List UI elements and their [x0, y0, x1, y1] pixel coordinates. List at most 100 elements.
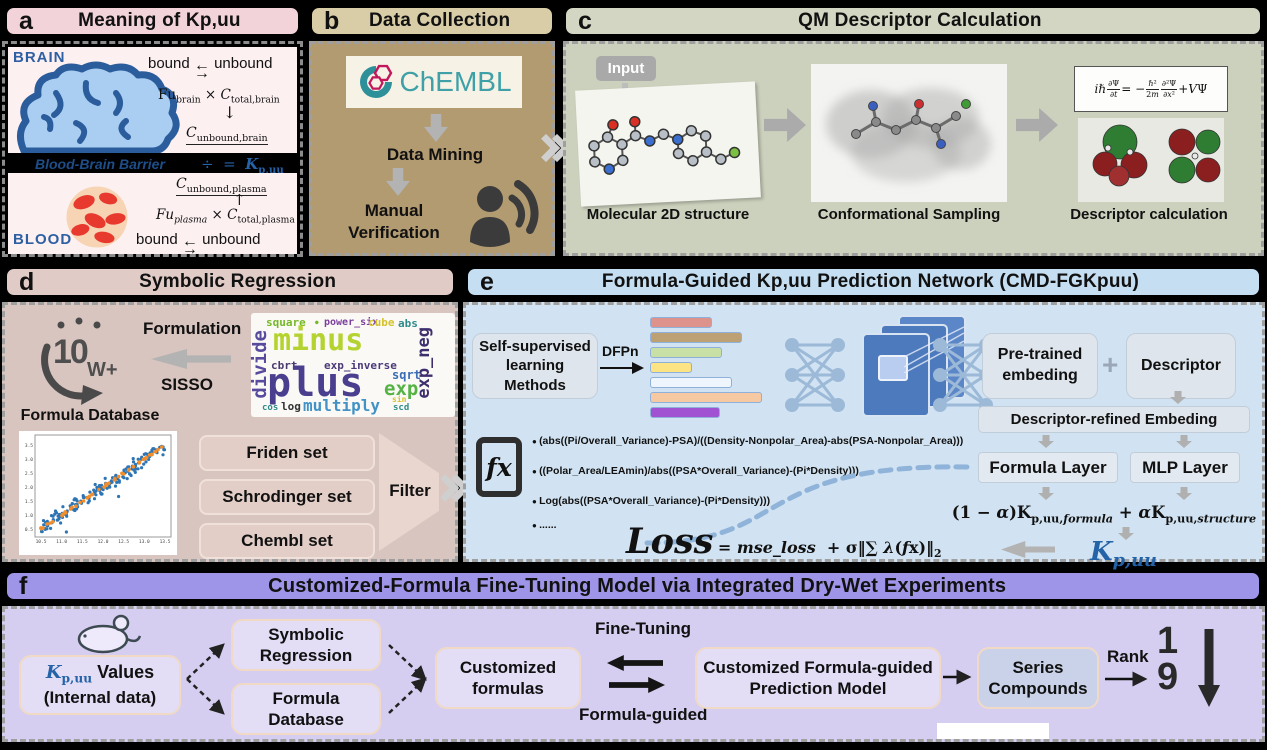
- wordcloud-word: multiply: [303, 396, 381, 415]
- wordcloud-word: cbrt: [271, 359, 298, 372]
- svg-text:13.0: 13.0: [139, 539, 150, 545]
- wordcloud-word: ●: [315, 319, 319, 326]
- formula-item: ((Polar_Area/LEAmin)/abs((PSA*Overall_Va…: [532, 465, 859, 477]
- caption-descriptor: Descriptor calculation: [1070, 206, 1228, 223]
- panel-d-header: d Symbolic Regression: [4, 266, 456, 298]
- panel-e-header: e Formula-Guided Kp,uu Prediction Networ…: [465, 266, 1262, 298]
- neural-network-icon: [785, 338, 845, 412]
- down-arrow-icon: ↓: [223, 103, 237, 122]
- formulation-label: Formulation: [143, 319, 242, 338]
- wordcloud-word: abs: [398, 317, 418, 330]
- regression-scatter-plot: 10.5 11.0 11.5 12.0 12.5 13.0 13.5 0.5 1…: [19, 431, 177, 555]
- wordcloud-word: cube: [368, 316, 395, 329]
- fine-tune-cycle-icon: [607, 653, 665, 697]
- molecule-2d-icon: [588, 115, 741, 175]
- wordcloud-word: exp: [384, 378, 419, 400]
- conformational-sampling-image: [811, 64, 1007, 202]
- svg-text:12.5: 12.5: [118, 539, 129, 545]
- formula-guided-label: Formula-guided: [579, 705, 708, 724]
- descriptor-box: Descriptor: [1126, 333, 1236, 399]
- brain-icon: [17, 61, 180, 153]
- fx-function-icon: fx: [476, 437, 522, 497]
- wordcloud-word: exp_inverse: [324, 359, 397, 372]
- panel-e-content: Self-supervised learning Methods DFPn: [463, 302, 1265, 571]
- blood-section: Cunbound,plasma ↑ Fuplasma × Ctotal,plas…: [8, 173, 297, 254]
- manual-verification-label: Manual Verification: [348, 201, 440, 243]
- combined-prediction-equation: (1 − α)Kp,uu,formula + αKp,uu,structure: [951, 503, 1257, 526]
- filter-label: Filter: [389, 481, 431, 500]
- embedding-bar: [650, 332, 742, 343]
- svg-text:3.0: 3.0: [25, 457, 33, 463]
- pretrained-embedding-box: Pre-trained embeding: [982, 333, 1098, 399]
- embedding-bar: [650, 392, 762, 403]
- embedding-bar: [650, 377, 732, 388]
- down-block-arrow-icon: [424, 114, 448, 142]
- branch-dashed-arrows: [186, 643, 225, 715]
- panel-a-header: a Meaning of Kp,uu: [4, 5, 301, 37]
- blood-equilibrium: bound unbound: [136, 231, 260, 254]
- wordcloud-word: plus: [267, 360, 364, 406]
- conformer-cloud-icon: [826, 88, 991, 182]
- formula-item: Log(abs((PSA*Overall_Variance)-(Pi*Densi…: [532, 495, 770, 507]
- kpuu-values-box: Kp,uu Values (Internal data): [19, 655, 181, 715]
- cnn-layers-icon: [858, 315, 970, 419]
- loss-expression: = mse_loss + σ‖∑ λ(fx)‖2: [717, 538, 942, 561]
- down-block-arrow-icon: [386, 168, 410, 196]
- rank-label: Rank: [1107, 647, 1149, 666]
- series-compounds-box: Series Compounds: [977, 647, 1099, 709]
- panel-e-title: Formula-Guided Kp,uu Prediction Network …: [601, 271, 1139, 292]
- small-down-arrow-icon: [1038, 435, 1054, 448]
- caption-2d-structure: Molecular 2D structure: [586, 206, 750, 223]
- customized-formulas-box: Customized formulas: [435, 647, 581, 709]
- wordcloud-word: scd: [393, 403, 410, 413]
- formula-count-icon: 10 W+: [31, 315, 123, 405]
- panel-a-content: BRAIN bound unbound Fubrain × Ctotal,bra…: [2, 41, 303, 257]
- friden-set-box: Friden set: [199, 435, 375, 471]
- brain-equilibrium: bound unbound: [148, 55, 272, 78]
- svg-text:13.5: 13.5: [160, 539, 171, 545]
- brain-formula: Fubrain × Ctotal,brain: [158, 87, 280, 106]
- svg-text:12.0: 12.0: [98, 539, 109, 545]
- panel-a-label: a: [19, 6, 33, 35]
- sisso-label: SISSO: [161, 375, 213, 394]
- bound-label: bound: [148, 55, 190, 72]
- svg-text:10.5: 10.5: [36, 539, 47, 545]
- orbital-lobes-icon: [1092, 124, 1221, 187]
- panel-d-content: 10 W+ Formula Database Formulation SISSO…: [2, 302, 458, 562]
- wordcloud-word: cos: [262, 403, 279, 413]
- caption-conformational: Conformational Sampling: [817, 206, 1001, 223]
- panel-d-title: Symbolic Regression: [139, 271, 337, 292]
- merge-dashed-arrows: [388, 644, 427, 714]
- formula-count: 10: [53, 333, 89, 371]
- person-icon: [470, 180, 539, 247]
- prediction-model-box: Customized Formula-guided Prediction Mod…: [695, 647, 941, 709]
- blood-formula: Fuplasma × Ctotal,plasma: [156, 207, 295, 226]
- rank-top-digit: 1: [1157, 620, 1179, 662]
- blood-cells-icon: [66, 186, 128, 248]
- panel-c-content: Input Mole: [563, 41, 1264, 256]
- svg-text:11.0: 11.0: [56, 539, 67, 545]
- mouse-icon: [77, 614, 141, 654]
- blood-result: Cunbound,plasma: [176, 176, 267, 196]
- small-down-arrow-icon: [1176, 487, 1192, 500]
- loss-equation: Loss = mse_loss + σ‖∑ λ(fx)‖2: [626, 521, 942, 562]
- chembl-logo: ChEMBL: [346, 56, 522, 108]
- small-down-arrow-icon: [1176, 435, 1192, 448]
- left-block-arrow-icon: [1001, 541, 1055, 558]
- refined-embedding-box: Descriptor-refined Embeding: [978, 406, 1250, 433]
- wordcloud-word: sin: [392, 395, 407, 404]
- left-block-arrow-icon: [151, 349, 231, 369]
- mlp-layer-box: MLP Layer: [1130, 452, 1240, 483]
- small-down-arrow-icon: [1038, 487, 1054, 500]
- equilibrium-arrows-icon: [194, 62, 210, 78]
- wordcloud-word: log: [281, 400, 301, 413]
- rank-order-icon: 1 9: [1157, 620, 1179, 696]
- embedding-bar: [650, 317, 712, 328]
- sigmoid-curve-icon: [644, 464, 972, 546]
- formula-item: (abs((Pi/Overall_Variance)-PSA)/((Densit…: [532, 435, 963, 447]
- kpuu-output-label: Kp,uu: [1090, 537, 1157, 572]
- wordcloud-word: square: [266, 316, 306, 329]
- white-rectangle: [937, 723, 1049, 739]
- loss-word: Loss: [626, 521, 714, 562]
